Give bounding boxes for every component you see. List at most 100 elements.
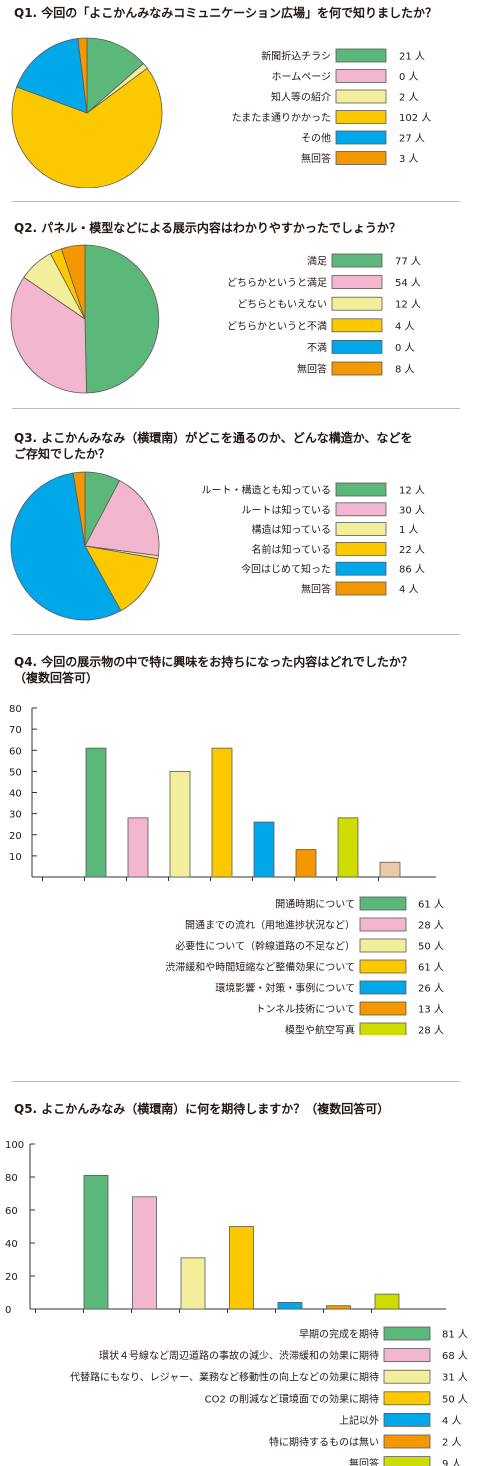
q5-legend-label: 特に期待するものは無い [269, 1436, 379, 1449]
q4-bars [85, 747, 401, 878]
q3-legend-value: 1 人 [399, 524, 419, 536]
q5-legend-value: 68 人 [442, 1350, 468, 1362]
q4-legend-value: 61 人 [418, 899, 444, 911]
q3-legend-label: ルートは知っている [242, 503, 332, 516]
q2-legend-label: 不満 [307, 342, 327, 354]
q3-pie-slices [10, 471, 160, 621]
q4-y-tick-label: 30 [9, 810, 22, 821]
q3-legend-label: ルート・構造とも知っている [202, 484, 332, 497]
q5-bar [132, 1196, 157, 1310]
q3-legend-label: 無回答 [301, 583, 331, 596]
q1-legend-swatch [335, 69, 387, 83]
q3-legend-swatch [335, 502, 387, 517]
q2-legend-label: どちらともいえない [237, 299, 327, 311]
q4-legend-label: 開通時期について [275, 899, 355, 911]
q4-y-tick-label: 10 [9, 852, 22, 863]
q4-legend-swatch [359, 917, 407, 932]
q2-legend-value: 54 人 [395, 277, 421, 289]
q1-pie-slices [11, 37, 163, 188]
q3-legend-swatch [335, 522, 387, 536]
q5-legend-value: 81 人 [442, 1329, 468, 1341]
q5-legend-swatch [383, 1326, 431, 1341]
q4-legend-label: 模型や航空写真 [285, 1024, 355, 1036]
q1-legend-label: 知人等の紹介 [271, 91, 331, 104]
q4-legend-value: 50 人 [418, 941, 444, 953]
q4-legend-label: 環境影響・対策・事例について [215, 982, 355, 995]
q1-legend-label: 無回答 [301, 152, 331, 165]
q5-legend-swatch [383, 1456, 431, 1466]
separator-3 [12, 634, 460, 635]
q2-legend-swatch [331, 275, 383, 289]
q5-legend-value: 4 人 [442, 1415, 462, 1427]
q5-bars [83, 1174, 400, 1310]
q4-legend-label: 開通までの流れ（用地進捗状況など） [185, 919, 355, 932]
q2-legend-value: 8 人 [395, 364, 415, 376]
q5-legend-label: 無回答 [349, 1457, 379, 1466]
q5-bar [326, 1305, 351, 1310]
q4-legend-value: 13 人 [418, 1004, 444, 1016]
q5-bar [180, 1257, 206, 1310]
separator-2 [12, 408, 460, 409]
q5-bar [277, 1301, 303, 1310]
q5-legend-label: 上記以外 [339, 1414, 379, 1427]
q2-legend-swatch [331, 253, 383, 268]
q3-legend-value: 12 人 [399, 485, 425, 497]
q5-legend-label: CO2 の削減など環境面での効果に期待 [205, 1392, 379, 1405]
q3-legend-swatch [335, 542, 387, 556]
q1-legend-label: ホームページ [272, 71, 332, 83]
q4-bar [337, 817, 359, 878]
q3-legend-swatch [335, 561, 387, 576]
q5-legend-label: 早期の完成を期待 [299, 1328, 379, 1341]
q2-pie-slice [10, 276, 87, 394]
q5-y-tick-label: 80 [5, 1173, 18, 1184]
q1-legend-swatch [335, 89, 387, 104]
q5-legend-value: 9 人 [442, 1458, 462, 1466]
q1-pie-slice [86, 37, 144, 114]
q2-title: Q2. パネル・模型などによる展示内容はわかりやすかったでしょうか？ [14, 221, 401, 235]
q5-axes: 0 20 40 60 80 100 [5, 1140, 446, 1316]
q5-legend-swatch [383, 1348, 431, 1363]
q5-legend-label: 環状４号線など周辺道路の事故の減少、渋滞緩和の効果に期待 [99, 1349, 379, 1362]
q4-bar [85, 747, 107, 878]
q3-legend-label: 今回はじめて知った [241, 563, 331, 576]
separator-4 [12, 1081, 460, 1082]
q2-legend-label: どちらかというと不満 [227, 320, 327, 332]
q1-legend-label: 新聞折込チラシ [261, 50, 331, 63]
q5-legend-swatch [383, 1369, 431, 1384]
q5-legend-value: 50 人 [442, 1393, 468, 1405]
q1-pie-slice [11, 67, 163, 188]
q2-legend-value: 77 人 [395, 256, 421, 268]
q3-legend-swatch [335, 581, 387, 596]
q2-legend-value: 0 人 [395, 342, 415, 354]
q5-bar-chart: 0 20 40 60 80 100 早期の完成を期待 81 人環状４号線など周辺道路の事故の… [5, 1140, 468, 1466]
q3-legend-value: 86 人 [399, 564, 425, 576]
q5-y-tick-label: 0 [5, 1305, 11, 1316]
q4-y-tick-label: 50 [9, 767, 22, 778]
q4-legend-value: 61 人 [418, 962, 444, 974]
q1-legend-value: 2 人 [399, 92, 419, 104]
q4-bar [127, 817, 149, 878]
q4-bar [169, 770, 191, 878]
q2-legend-swatch [331, 361, 383, 376]
q2-legend-swatch [331, 318, 383, 333]
q3-legend-value: 30 人 [399, 504, 425, 516]
q3-pie-slice [10, 472, 122, 621]
q5-legend-label: 代替路にもなり、レジャー、業務など移動性の向上などの効果に期待 [70, 1371, 379, 1384]
q4-legend-swatch [359, 959, 407, 974]
q1-legend-value: 3 人 [399, 153, 419, 165]
q1-legend-value: 102 人 [399, 112, 431, 124]
q2-legend-value: 12 人 [395, 299, 421, 311]
q1-legend-swatch [335, 48, 387, 63]
q4-axes: 10 20 30 40 50 60 70 80 [9, 704, 436, 881]
q4-legend-value: 28 人 [418, 920, 444, 932]
q2-legend-swatch [331, 296, 383, 311]
q4-bar [295, 849, 317, 878]
q4-y-tick-label: 70 [9, 725, 22, 736]
q3-pie-slice [72, 471, 86, 547]
q4-legend-swatch [359, 980, 407, 995]
q5-y-tick-label: 20 [5, 1272, 18, 1283]
q5-bar [83, 1174, 109, 1310]
